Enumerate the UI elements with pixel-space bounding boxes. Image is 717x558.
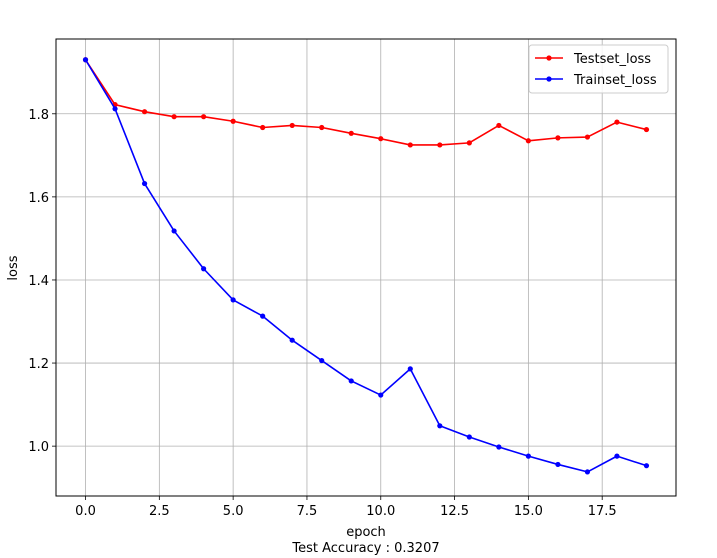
data-point-0 (643, 126, 650, 133)
data-point-1 (348, 378, 354, 384)
x-tick-label: 0.0 (75, 504, 96, 519)
legend-marker-trainset (546, 76, 552, 82)
data-point-0 (319, 124, 325, 131)
series-line-0 (84, 59, 647, 146)
data-point-0 (348, 130, 354, 136)
data-point-0 (496, 122, 502, 129)
data-point-1 (201, 266, 207, 272)
plot-frame (55, 38, 677, 497)
data-point-0 (555, 135, 561, 141)
x-tick-label: 5.0 (223, 504, 244, 519)
series-line-1 (84, 59, 647, 473)
data-point-1 (230, 297, 236, 303)
data-point-1 (141, 180, 148, 187)
x-tick-label: 10.0 (366, 504, 395, 519)
data-point-1 (584, 469, 591, 475)
data-point-0 (614, 119, 620, 125)
y-tick-label: 1.4 (28, 274, 49, 289)
y-tick-label: 1.2 (28, 357, 49, 372)
data-point-0 (407, 142, 413, 148)
y-axis-label: loss (6, 255, 21, 280)
y-tick-label: 1.0 (28, 440, 49, 455)
data-point-0 (378, 136, 384, 142)
data-point-1 (289, 337, 295, 343)
data-point-1 (171, 228, 177, 234)
plot-area (56, 39, 676, 496)
data-point-1 (525, 453, 531, 459)
legend: Testset_loss Trainset_loss (528, 44, 669, 94)
x-tick-label: 17.5 (588, 504, 617, 519)
data-point-1 (112, 106, 118, 112)
data-point-0 (201, 114, 207, 120)
data-point-0 (230, 118, 236, 124)
data-point-0 (289, 122, 295, 129)
x-tick-label: 12.5 (440, 504, 469, 519)
y-tick-label: 1.8 (28, 108, 49, 123)
x-axis-ticks: 0.0 2.5 5.0 7.5 10.0 12.5 15.0 17.5 (75, 496, 617, 519)
data-point-0 (437, 142, 443, 148)
x-tick-label: 15.0 (514, 504, 543, 519)
data-point-1 (643, 463, 650, 469)
data-point-1 (614, 453, 620, 459)
grid-lines (56, 39, 676, 496)
data-point-1 (82, 57, 89, 63)
legend-label-testset: Testset_loss (573, 52, 651, 67)
data-point-0 (525, 138, 531, 144)
y-axis-ticks: 1.0 1.2 1.4 1.6 1.8 (28, 108, 56, 455)
legend-label-trainset: Trainset_loss (573, 73, 657, 88)
x-axis-note: Test Accuracy : 0.3207 (291, 541, 439, 556)
data-point-1 (555, 461, 561, 468)
data-point-0 (141, 109, 148, 115)
data-point-0 (466, 140, 472, 146)
x-tick-label: 7.5 (297, 504, 318, 519)
data-point-0 (260, 124, 266, 131)
data-point-1 (466, 434, 472, 440)
data-point-0 (584, 134, 591, 140)
x-axis-label: epoch (346, 525, 386, 540)
data-point-1 (260, 313, 266, 319)
x-tick-label: 2.5 (149, 504, 170, 519)
series-group (82, 57, 650, 475)
data-point-1 (378, 392, 384, 398)
data-point-1 (496, 444, 502, 450)
data-point-0 (171, 114, 177, 120)
y-tick-label: 1.6 (28, 191, 49, 206)
legend-marker-testset (546, 55, 552, 61)
data-point-1 (319, 357, 325, 364)
data-point-1 (437, 423, 443, 429)
legend-box (528, 44, 669, 94)
data-point-1 (407, 366, 413, 372)
